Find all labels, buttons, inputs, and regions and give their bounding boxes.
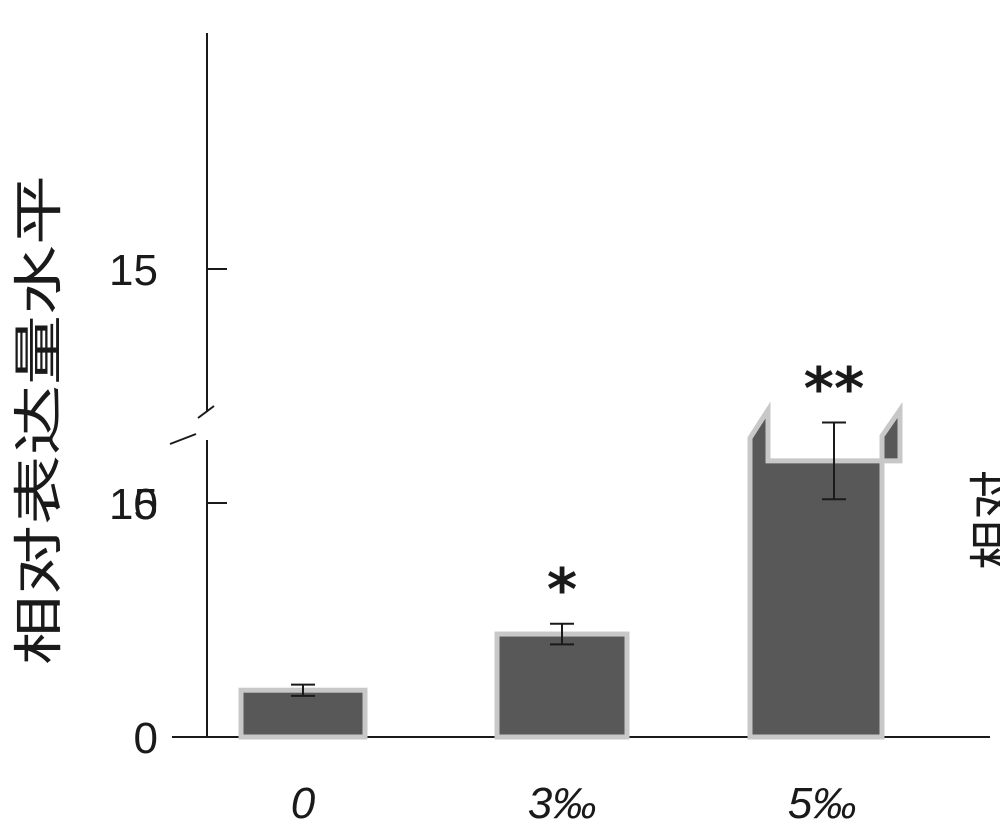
x-tick-label-1: 3‰ [528,779,596,828]
y-tick-label: 0 [134,714,158,763]
significance-marker-2: ** [804,355,865,423]
y-tick-label: 15 [109,246,158,295]
x-tick-label-2: 5‰ [788,779,856,828]
edge-text: 相对 [966,470,1000,570]
x-tick-labels: 0 3‰ 5‰ [291,779,856,828]
significance-marker-1: * [547,556,577,624]
significance-markers: *** [547,355,865,624]
y-axis-label: 相对表达量水平 [10,175,68,665]
bar-0 [238,687,368,740]
bar-2 [747,401,903,740]
y-tick-label: 5 [134,480,158,529]
y-tick-label: 10 [109,480,158,529]
bars [238,401,903,740]
axis-break-marks [169,405,215,445]
x-tick-label-0: 0 [291,779,316,828]
y-ticks: 0 510 15 [109,246,227,763]
bar-1 [494,631,630,740]
error-bars [291,421,846,697]
